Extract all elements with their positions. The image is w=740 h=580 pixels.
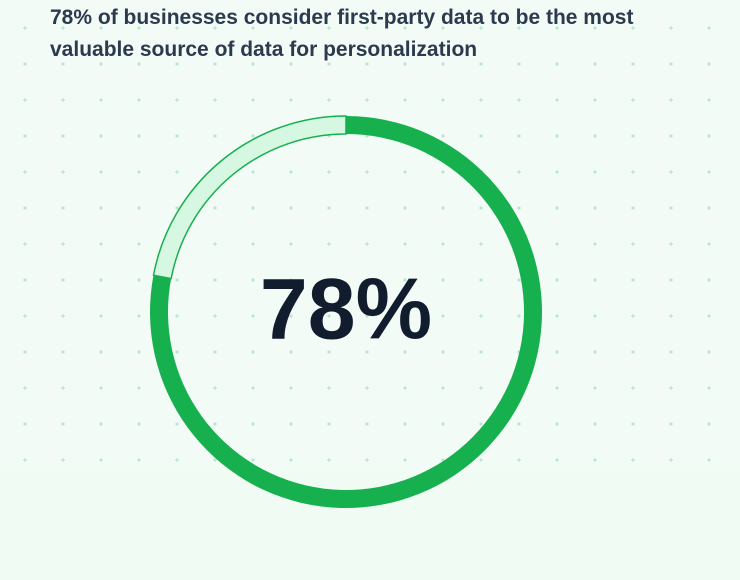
dot-pattern [0,0,740,470]
value-label: 78% [260,262,432,358]
chart-title: 78% of businesses consider first-party d… [50,6,634,61]
lower-panel [0,470,740,580]
remainder-arc [152,115,347,280]
